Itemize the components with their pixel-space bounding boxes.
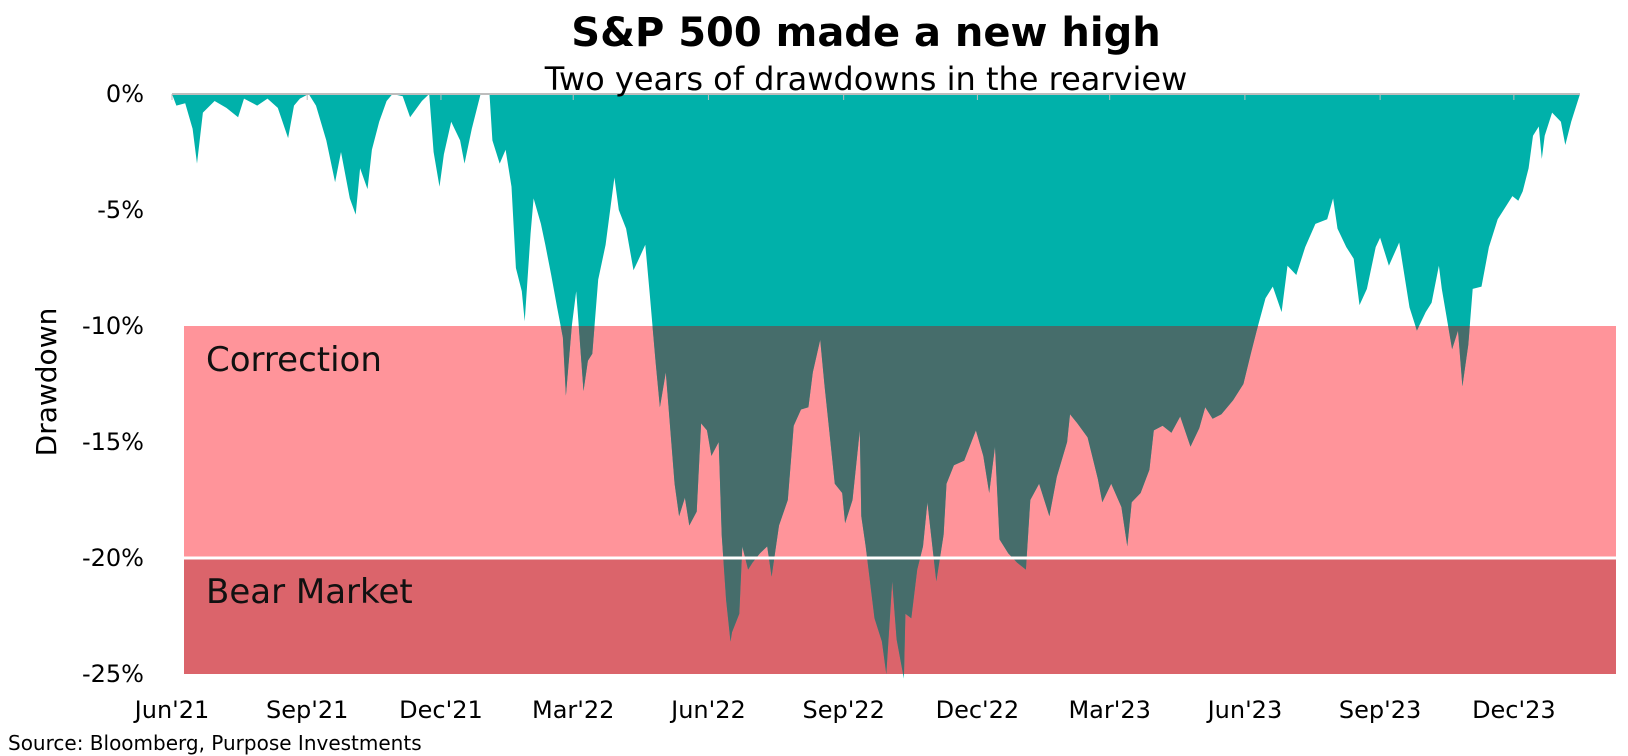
y-tick-label: 0% <box>106 80 144 108</box>
zone-label-correction: Correction <box>206 340 382 380</box>
source-note: Source: Bloomberg, Purpose Investments <box>8 731 422 755</box>
x-tick-label: Dec'23 <box>1472 696 1556 724</box>
x-tick-label: Sep'23 <box>1339 696 1421 724</box>
x-tick-label: Mar'23 <box>1068 696 1150 724</box>
x-tick-label: Jun'21 <box>133 696 210 724</box>
overlay-layer: Correction Bear Market <box>184 326 1616 674</box>
zone-label-bear-market: Bear Market <box>206 572 413 612</box>
x-tick-label: Mar'22 <box>532 696 614 724</box>
x-tick-label: Sep'21 <box>266 696 348 724</box>
x-tick-label: Sep'22 <box>802 696 884 724</box>
chart-subtitle: Two years of drawdowns in the rearview <box>544 60 1187 98</box>
chart-title: S&P 500 made a new high <box>571 10 1160 56</box>
y-tick-label: -10% <box>82 312 144 340</box>
y-tick-label: -5% <box>97 196 144 224</box>
y-tick-label: -15% <box>82 428 144 456</box>
x-tick-label: Jun'22 <box>669 696 746 724</box>
y-tick-label: -20% <box>82 544 144 572</box>
y-tick-label: -25% <box>82 660 144 688</box>
axis-layer: 0% -5% -10% -15% -20% -25% Jun'21 Sep'21 Dec'21 M… <box>82 80 1580 724</box>
x-tick-label: Jun'23 <box>1206 696 1283 724</box>
drawdown-overlap-shade <box>560 326 1470 674</box>
y-axis-label: Drawdown <box>30 308 63 457</box>
x-tick-label: Dec'21 <box>399 696 483 724</box>
x-tick-label: Dec'22 <box>936 696 1020 724</box>
